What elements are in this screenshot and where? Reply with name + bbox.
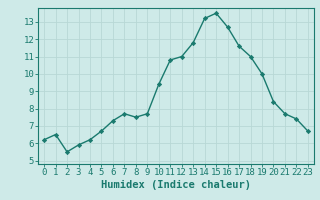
X-axis label: Humidex (Indice chaleur): Humidex (Indice chaleur) — [101, 180, 251, 190]
